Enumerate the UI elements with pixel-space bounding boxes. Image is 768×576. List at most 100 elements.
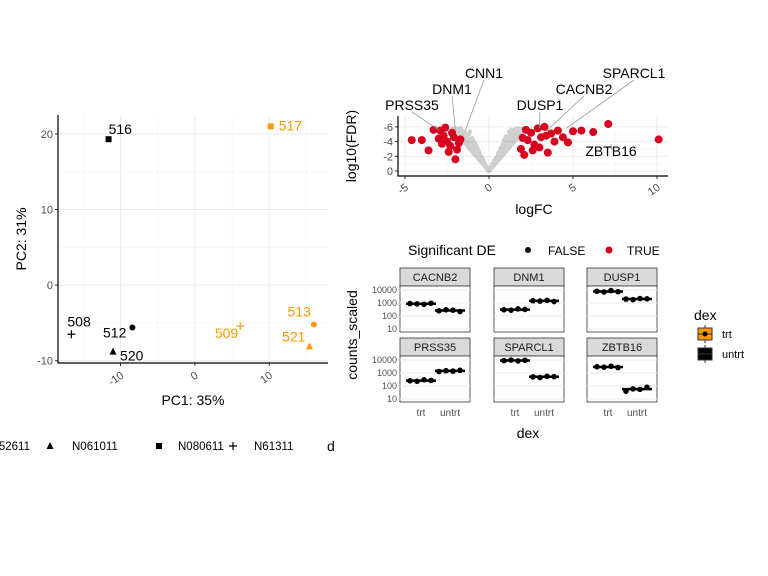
nonsignificant-point — [504, 148, 509, 154]
significant-point — [535, 143, 544, 152]
y-tick-label: 20 — [41, 129, 53, 141]
nonsignificant-point — [500, 151, 505, 157]
nonsignificant-point — [492, 162, 497, 167]
nonsignificant-point — [457, 130, 463, 135]
nonsignificant-point — [508, 142, 513, 148]
nonsignificant-point — [518, 128, 523, 133]
nonsignificant-point — [479, 159, 485, 164]
nonsignificant-point — [475, 153, 481, 158]
nonsignificant-point — [489, 164, 494, 169]
nonsignificant-point — [465, 141, 470, 146]
nonsignificant-point — [485, 167, 491, 172]
nonsignificant-point — [493, 160, 498, 166]
nonsignificant-point — [507, 141, 512, 146]
nonsignificant-point — [469, 148, 475, 154]
nonsignificant-point — [510, 130, 515, 135]
facet-label: DUSP1 — [604, 272, 641, 284]
nonsignificant-point — [490, 163, 496, 168]
nonsignificant-point — [469, 142, 474, 148]
nonsignificant-point — [485, 167, 490, 172]
nonsignificant-point — [506, 144, 511, 149]
nonsignificant-point — [510, 134, 515, 140]
nonsignificant-point — [485, 168, 491, 173]
data-point — [450, 368, 456, 374]
nonsignificant-point — [510, 140, 515, 145]
nonsignificant-point — [502, 151, 507, 156]
nonsignificant-point — [469, 146, 475, 152]
nonsignificant-point — [490, 163, 496, 168]
nonsignificant-point — [467, 145, 472, 151]
nonsignificant-point — [504, 144, 510, 150]
nonsignificant-point — [495, 157, 501, 163]
nonsignificant-point — [481, 162, 486, 167]
nonsignificant-point — [467, 144, 472, 149]
nonsignificant-point — [469, 145, 474, 150]
x-tick-label: untrt — [534, 408, 554, 419]
nonsignificant-point — [500, 146, 506, 152]
nonsignificant-point — [509, 131, 514, 137]
nonsignificant-point — [478, 158, 483, 164]
nonsignificant-point — [492, 160, 498, 165]
nonsignificant-point — [474, 151, 479, 157]
nonsignificant-point — [464, 136, 469, 141]
nonsignificant-point — [510, 139, 515, 144]
nonsignificant-point — [479, 159, 484, 165]
significant-point — [520, 150, 529, 159]
nonsignificant-point — [487, 167, 493, 173]
nonsignificant-point — [479, 159, 485, 165]
nonsignificant-point — [502, 137, 507, 143]
nonsignificant-point — [468, 142, 473, 147]
nonsignificant-point — [493, 158, 499, 163]
nonsignificant-point — [505, 147, 510, 152]
nonsignificant-point — [498, 152, 504, 157]
nonsignificant-point — [496, 151, 502, 157]
significant-point — [589, 128, 598, 137]
nonsignificant-point — [499, 153, 505, 159]
nonsignificant-point — [509, 138, 514, 143]
nonsignificant-point — [456, 127, 461, 132]
nonsignificant-point — [494, 157, 499, 162]
nonsignificant-point — [505, 143, 510, 148]
nonsignificant-point — [457, 131, 463, 137]
nonsignificant-point — [460, 129, 465, 135]
nonsignificant-point — [464, 136, 469, 141]
nonsignificant-point — [491, 162, 497, 167]
nonsignificant-point — [472, 152, 478, 157]
nonsignificant-point — [466, 140, 471, 146]
nonsignificant-point — [463, 139, 468, 145]
nonsignificant-point — [498, 145, 503, 151]
nonsignificant-point — [487, 168, 492, 174]
data-point — [522, 357, 528, 364]
nonsignificant-point — [488, 165, 494, 171]
data-point — [515, 358, 521, 364]
nonsignificant-point — [482, 163, 488, 168]
nonsignificant-point — [505, 137, 510, 142]
nonsignificant-point — [510, 128, 515, 133]
nonsignificant-point — [500, 149, 505, 155]
nonsignificant-point — [499, 152, 504, 157]
nonsignificant-point — [507, 141, 513, 147]
nonsignificant-point — [467, 129, 473, 134]
nonsignificant-point — [477, 157, 482, 162]
nonsignificant-point — [478, 158, 483, 164]
nonsignificant-point — [492, 162, 497, 167]
nonsignificant-point — [469, 146, 475, 151]
nonsignificant-point — [468, 147, 473, 152]
nonsignificant-point — [481, 162, 487, 168]
nonsignificant-point — [476, 151, 481, 157]
nonsignificant-point — [497, 155, 503, 160]
nonsignificant-point — [487, 168, 493, 174]
nonsignificant-point — [508, 135, 513, 141]
boxplot-facets: CACNB2 10 100 1000 10000 DNM1 DUSP1 PRSS35 10 100… — [344, 267, 744, 441]
nonsignificant-point — [497, 149, 502, 154]
nonsignificant-point — [512, 130, 518, 136]
nonsignificant-point — [502, 146, 507, 152]
nonsignificant-point — [515, 133, 520, 138]
nonsignificant-point — [474, 150, 479, 155]
nonsignificant-point — [512, 132, 518, 137]
nonsignificant-point — [463, 130, 468, 136]
nonsignificant-point — [494, 160, 499, 165]
nonsignificant-point — [500, 149, 506, 154]
nonsignificant-point — [496, 156, 502, 161]
nonsignificant-point — [467, 144, 472, 150]
